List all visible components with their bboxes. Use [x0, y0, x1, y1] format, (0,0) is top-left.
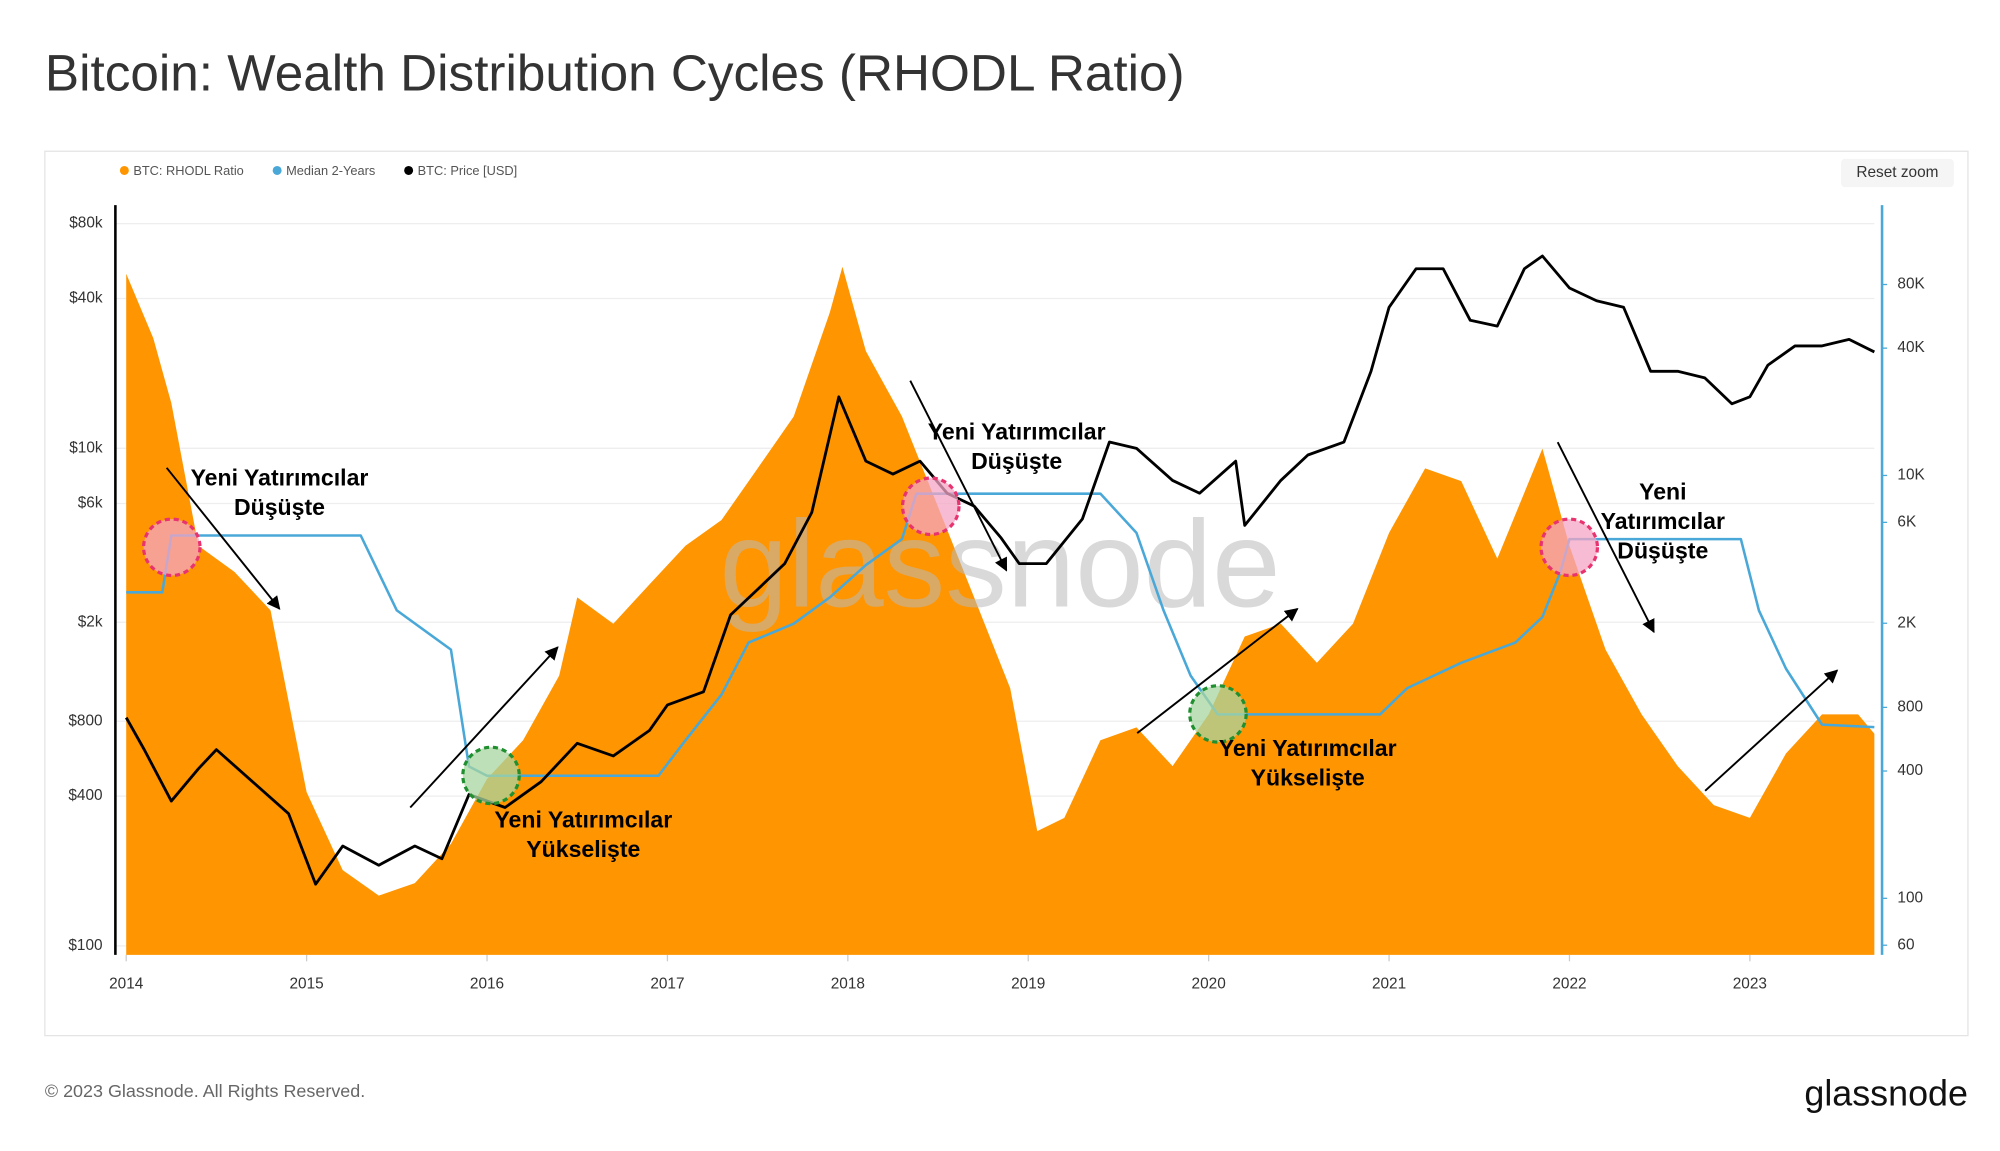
highlight-circle	[1539, 517, 1600, 578]
x-tick-label: 2020	[1192, 975, 1226, 992]
y2-tick-label: 400	[1897, 762, 1923, 779]
x-tick-label: 2014	[109, 975, 144, 992]
annotation-text: Yatırımcılar	[1601, 508, 1725, 534]
watermark: glassnode	[719, 497, 1280, 634]
y2-tick-label: 100	[1897, 889, 1923, 906]
y2-tick-label: 10K	[1897, 467, 1925, 484]
y2-tick-label: 80K	[1897, 276, 1925, 293]
annotation-arrow	[1136, 608, 1299, 734]
highlight-circle	[141, 517, 202, 578]
annotation-arrow	[909, 380, 1008, 572]
annotation-text: Yeni	[1639, 479, 1686, 505]
legend-dot	[119, 165, 129, 175]
y-tick-label: $10k	[69, 439, 103, 456]
annotation-text: Yeni Yatırımcılar	[1219, 735, 1397, 761]
annotation-text: Yükselişte	[526, 836, 640, 862]
x-tick-label: 2016	[470, 975, 504, 992]
highlight-circle	[461, 745, 521, 806]
annotation-text: Yeni Yatırımcılar	[928, 418, 1106, 444]
y2-tick-label: 2K	[1897, 614, 1917, 631]
plot: $100 $400 $800 $2k $6k $10k $40k $80k 60 100 400 80…	[68, 163, 1925, 992]
annotation-text: Düşüşte	[971, 448, 1062, 474]
brand-logo: glassnode	[1804, 1073, 1968, 1113]
y-tick-label: $6k	[78, 495, 103, 512]
footer: © 2023 Glassnode. All Rights Reserved.	[45, 1081, 365, 1101]
y-tick-label: $400	[68, 787, 102, 804]
highlight-circle	[1188, 684, 1248, 744]
legend-label: BTC: Price [USD]	[418, 163, 518, 178]
y2-tick-label: 6K	[1897, 513, 1917, 530]
annotation-text: Düşüşte	[234, 494, 325, 520]
chart-title: Bitcoin: Wealth Distribution Cycles (RHO…	[45, 44, 1185, 101]
legend-dot	[404, 165, 414, 175]
x-tick-label: 2019	[1011, 975, 1045, 992]
series-line	[124, 254, 1875, 886]
y-tick-label: $2k	[78, 613, 103, 630]
x-tick-label: 2015	[290, 975, 324, 992]
x-tick-label: 2021	[1372, 975, 1406, 992]
legend-label: BTC: RHODL Ratio	[133, 163, 243, 178]
annotation-text: Yeni Yatırımcılar	[191, 464, 369, 490]
y-tick-label: $100	[68, 937, 102, 954]
y2-tick-label: 800	[1897, 698, 1923, 715]
y-tick-label: $40k	[69, 290, 103, 307]
annotation-text: Yükselişte	[1251, 764, 1365, 790]
y-tick-label: $80k	[69, 215, 103, 232]
y2-tick-label: 60	[1897, 936, 1914, 953]
reset-zoom-label[interactable]: Reset zoom	[1856, 164, 1938, 181]
rhodl-area	[126, 266, 1875, 955]
annotation-text: Yeni Yatırımcılar	[494, 807, 672, 833]
annotation-text: Düşüşte	[1617, 538, 1708, 564]
annotation-arrow	[1556, 441, 1655, 634]
chart-frame	[44, 150, 1969, 1037]
x-tick-label: 2018	[831, 975, 865, 992]
x-tick-label: 2017	[650, 975, 684, 992]
legend-dot	[272, 165, 282, 175]
highlight-circle	[900, 476, 961, 537]
x-tick-label: 2023	[1733, 975, 1767, 992]
reset-zoom-button[interactable]	[1841, 158, 1954, 188]
y2-tick-label: 40K	[1897, 339, 1925, 356]
annotation-arrow	[409, 646, 559, 809]
annotation-arrow	[1704, 669, 1839, 792]
legend-label: Median 2-Years	[286, 163, 375, 178]
y-tick-label: $800	[68, 712, 102, 729]
x-tick-label: 2022	[1552, 975, 1586, 992]
annotation-arrow	[165, 467, 281, 610]
